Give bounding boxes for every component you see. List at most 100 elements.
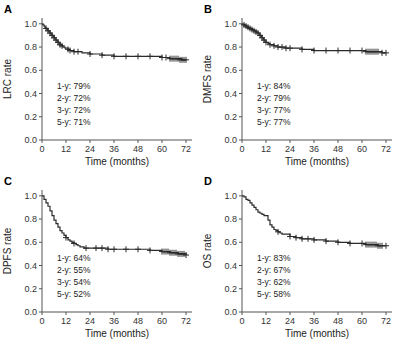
y-tick: [239, 312, 242, 313]
x-tick-label: 0: [39, 316, 44, 326]
censor-mark: [271, 43, 277, 49]
y-tick-label: 0.0: [24, 135, 37, 145]
censor-mark: [323, 48, 329, 54]
censor-mark: [275, 229, 281, 235]
censor-mark: [59, 43, 65, 49]
y-tick: [239, 23, 242, 24]
y-tick: [239, 195, 242, 196]
y-axis-line: [42, 18, 43, 140]
x-tick-label: 72: [181, 316, 191, 326]
censor-mark: [347, 48, 353, 54]
censor-mark: [147, 247, 153, 253]
censor-mark: [99, 245, 105, 251]
x-axis-label: Time (months): [285, 328, 349, 339]
stats-text: 3-y: 77%: [257, 105, 291, 115]
censor-mark: [375, 49, 381, 55]
y-tick-label: 0.2: [224, 284, 237, 294]
panel: 01224364860720.00.20.40.60.81.0Time (mon…: [202, 3, 392, 167]
censor-mark: [279, 44, 285, 50]
x-tick-label: 72: [381, 316, 391, 326]
panel-label: B: [204, 3, 212, 15]
censor-mark: [383, 243, 389, 249]
y-tick-label: 1.0: [224, 191, 237, 201]
y-tick-label: 0.4: [24, 89, 37, 99]
x-tick-label: 24: [285, 316, 295, 326]
stats-text: 1-y: 84%: [257, 81, 291, 91]
censor-mark: [71, 240, 77, 246]
x-tick: [90, 312, 91, 315]
y-tick: [39, 219, 42, 220]
y-tick-label: 0.8: [224, 214, 237, 224]
y-tick: [239, 219, 242, 220]
panel-label: C: [4, 175, 12, 187]
stats-text: 2-y: 79%: [257, 93, 291, 103]
x-tick-label: 72: [381, 144, 391, 154]
y-tick: [39, 116, 42, 117]
stats-text: 3-y: 62%: [257, 277, 291, 287]
x-tick: [338, 312, 339, 315]
x-tick-label: 12: [61, 316, 71, 326]
stats-text: 5-y: 52%: [57, 289, 91, 299]
y-tick: [39, 93, 42, 94]
y-tick-label: 0.2: [24, 112, 37, 122]
x-tick: [162, 140, 163, 143]
censor-mark: [335, 48, 341, 54]
censor-mark: [359, 48, 365, 54]
plot-area: [241, 22, 389, 56]
censor-mark: [299, 236, 305, 242]
censor-mark: [111, 53, 117, 59]
x-tick: [338, 140, 339, 143]
x-tick: [314, 140, 315, 143]
y-tick: [39, 140, 42, 141]
x-tick: [362, 312, 363, 315]
x-tick: [66, 312, 67, 315]
x-axis-label: Time (months): [285, 156, 349, 167]
x-tick-label: 12: [61, 144, 71, 154]
censor-mark: [293, 235, 299, 241]
x-axis-label: Time (months): [85, 328, 149, 339]
panel-label: D: [204, 175, 212, 187]
y-tick: [39, 47, 42, 48]
y-tick-label: 0.0: [224, 307, 237, 317]
panel-label: A: [4, 3, 12, 15]
stats-text: 2-y: 55%: [57, 265, 91, 275]
x-tick-label: 48: [133, 316, 143, 326]
x-tick-label: 60: [357, 316, 367, 326]
stats-text: 1-y: 64%: [57, 253, 91, 263]
y-tick-label: 0.2: [24, 284, 37, 294]
x-tick-label: 12: [261, 316, 271, 326]
x-axis-line: [42, 312, 192, 313]
y-tick-label: 0.4: [24, 261, 37, 271]
x-tick-label: 36: [309, 316, 319, 326]
y-axis-label: DMFS rate: [202, 54, 213, 103]
censor-mark: [323, 238, 329, 244]
censor-mark: [359, 240, 365, 246]
y-tick: [239, 140, 242, 141]
censor-mark: [99, 52, 105, 58]
y-axis-line: [242, 18, 243, 140]
x-tick: [114, 312, 115, 315]
stats-text: 1-y: 79%: [57, 81, 91, 91]
censor-mark: [183, 252, 189, 258]
censor-mark: [111, 246, 117, 252]
censor-mark: [311, 237, 317, 243]
plot-area: [42, 24, 189, 63]
x-axis-line: [242, 140, 392, 141]
censor-mark: [123, 53, 129, 59]
x-tick: [362, 140, 363, 143]
censor-mark: [335, 239, 341, 245]
censor-mark: [299, 46, 305, 52]
x-tick: [314, 312, 315, 315]
y-tick-label: 0.0: [24, 307, 37, 317]
x-tick: [186, 312, 187, 315]
x-tick: [138, 140, 139, 143]
y-tick: [239, 93, 242, 94]
x-tick-label: 24: [85, 316, 95, 326]
y-tick-label: 0.8: [224, 42, 237, 52]
censor-mark: [287, 45, 293, 51]
y-tick-label: 0.6: [224, 237, 237, 247]
x-tick-label: 12: [261, 144, 271, 154]
y-tick: [239, 116, 242, 117]
y-tick: [39, 288, 42, 289]
x-tick-label: 36: [309, 144, 319, 154]
